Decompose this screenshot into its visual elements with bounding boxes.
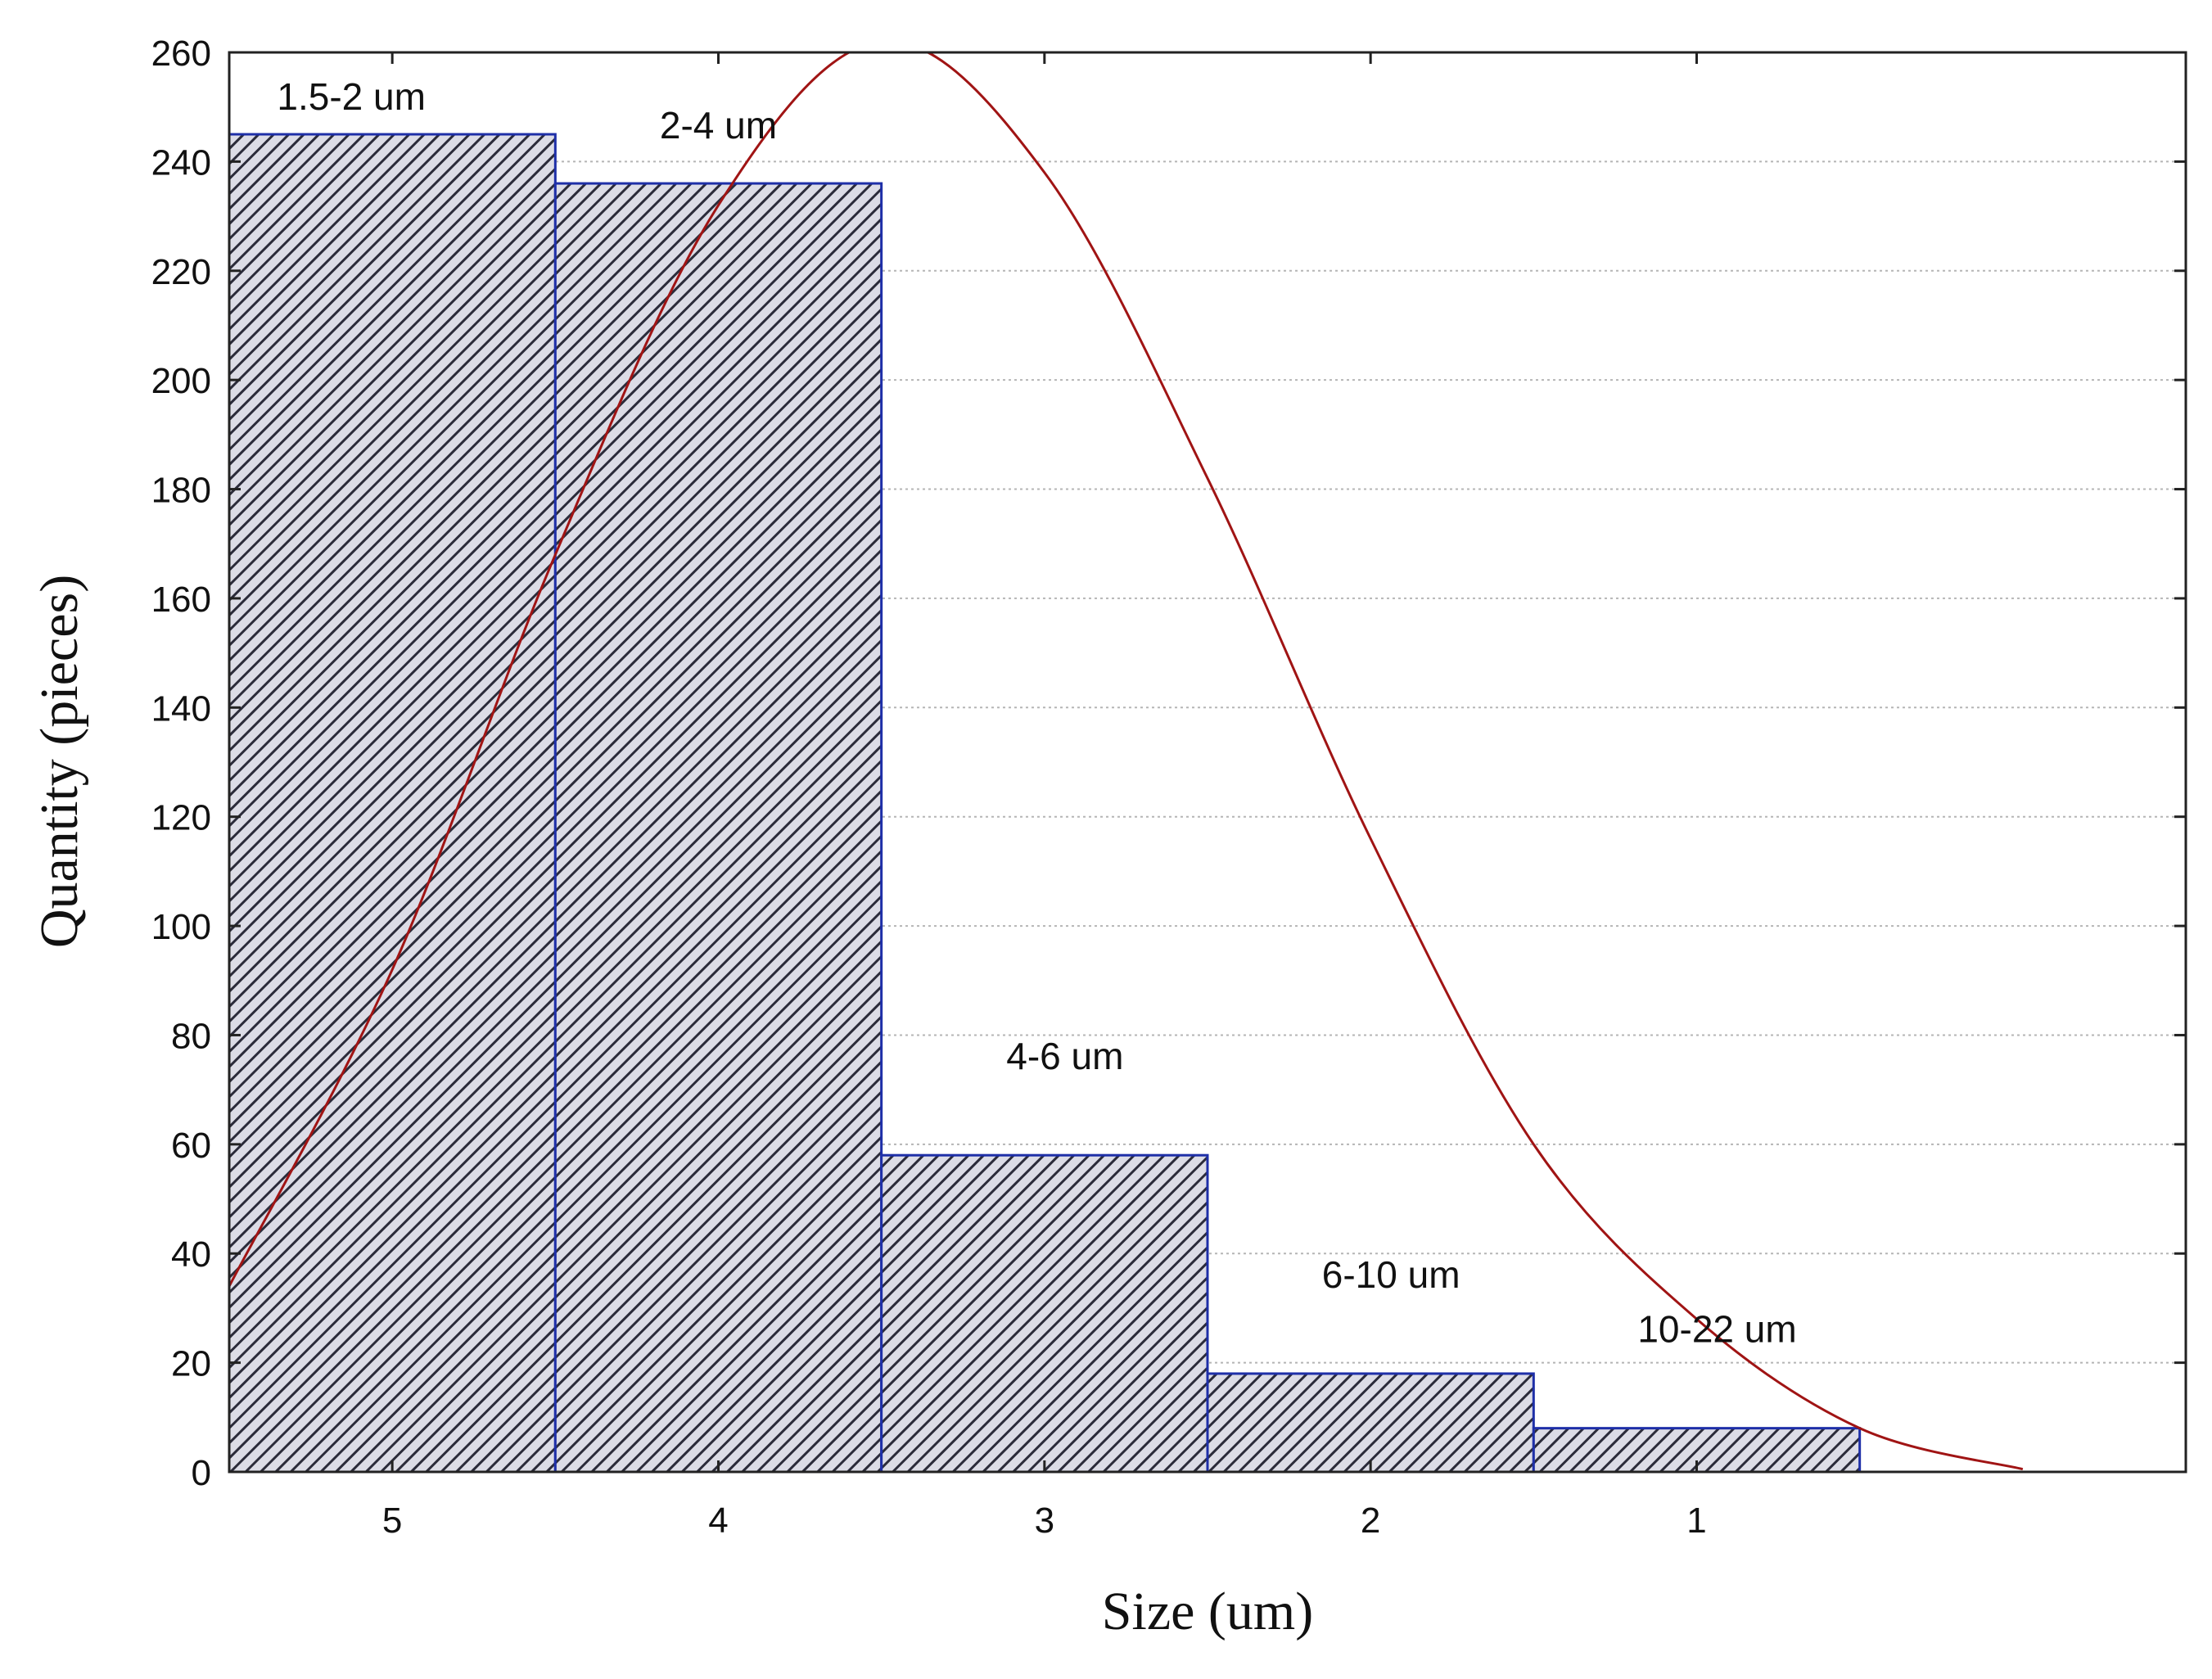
x-tick-label: 1 [1686,1501,1706,1541]
fitted-curve-layer [229,52,2024,1471]
y-tick-label: 0 [192,1453,211,1493]
y-tick-label: 180 [151,471,211,511]
y-tick-label: 140 [151,688,211,729]
y-axis-title: Quantity (pieces) [29,575,89,948]
y-tick-label: 60 [171,1126,211,1166]
bar [553,182,883,1474]
x-tick-label: 5 [382,1501,402,1541]
bar-label: 10-22 um [1637,1308,1796,1351]
y-tick-label: 220 [151,252,211,292]
y-tick-label: 200 [151,361,211,401]
y-tick-label: 240 [151,142,211,183]
bar-label: 4-6 um [1006,1035,1123,1077]
y-tick-label: 260 [151,34,211,74]
bar-label: 2-4 um [660,104,777,147]
bar [1206,1372,1535,1474]
x-tick-label: 4 [708,1501,728,1541]
y-tick-label: 160 [151,580,211,620]
bar [228,133,557,1474]
y-tick-label: 20 [171,1344,211,1384]
fitted-curve [229,52,2024,1471]
x-axis-title: Size (um) [1102,1582,1313,1641]
y-tick-label: 100 [151,907,211,947]
axis-ticks: 0 20 40 60 80 100 120 140 160 180 200 220 240 260 5 4 3 2… [151,34,2186,1541]
bar-label: 6-10 um [1322,1253,1460,1296]
x-tick-label: 2 [1361,1501,1380,1541]
y-tick-label: 120 [151,798,211,838]
bar-label: 1.5-2 um [277,75,426,118]
bar-labels: 1.5-2 um 2-4 um 4-6 um 6-10 um 10-22 um [277,75,1796,1351]
y-tick-label: 80 [171,1016,211,1056]
bar [880,1153,1209,1474]
y-tick-label: 40 [171,1234,211,1275]
bars [228,133,1862,1474]
x-tick-label: 3 [1035,1501,1054,1541]
plot-frame [228,51,2187,1474]
